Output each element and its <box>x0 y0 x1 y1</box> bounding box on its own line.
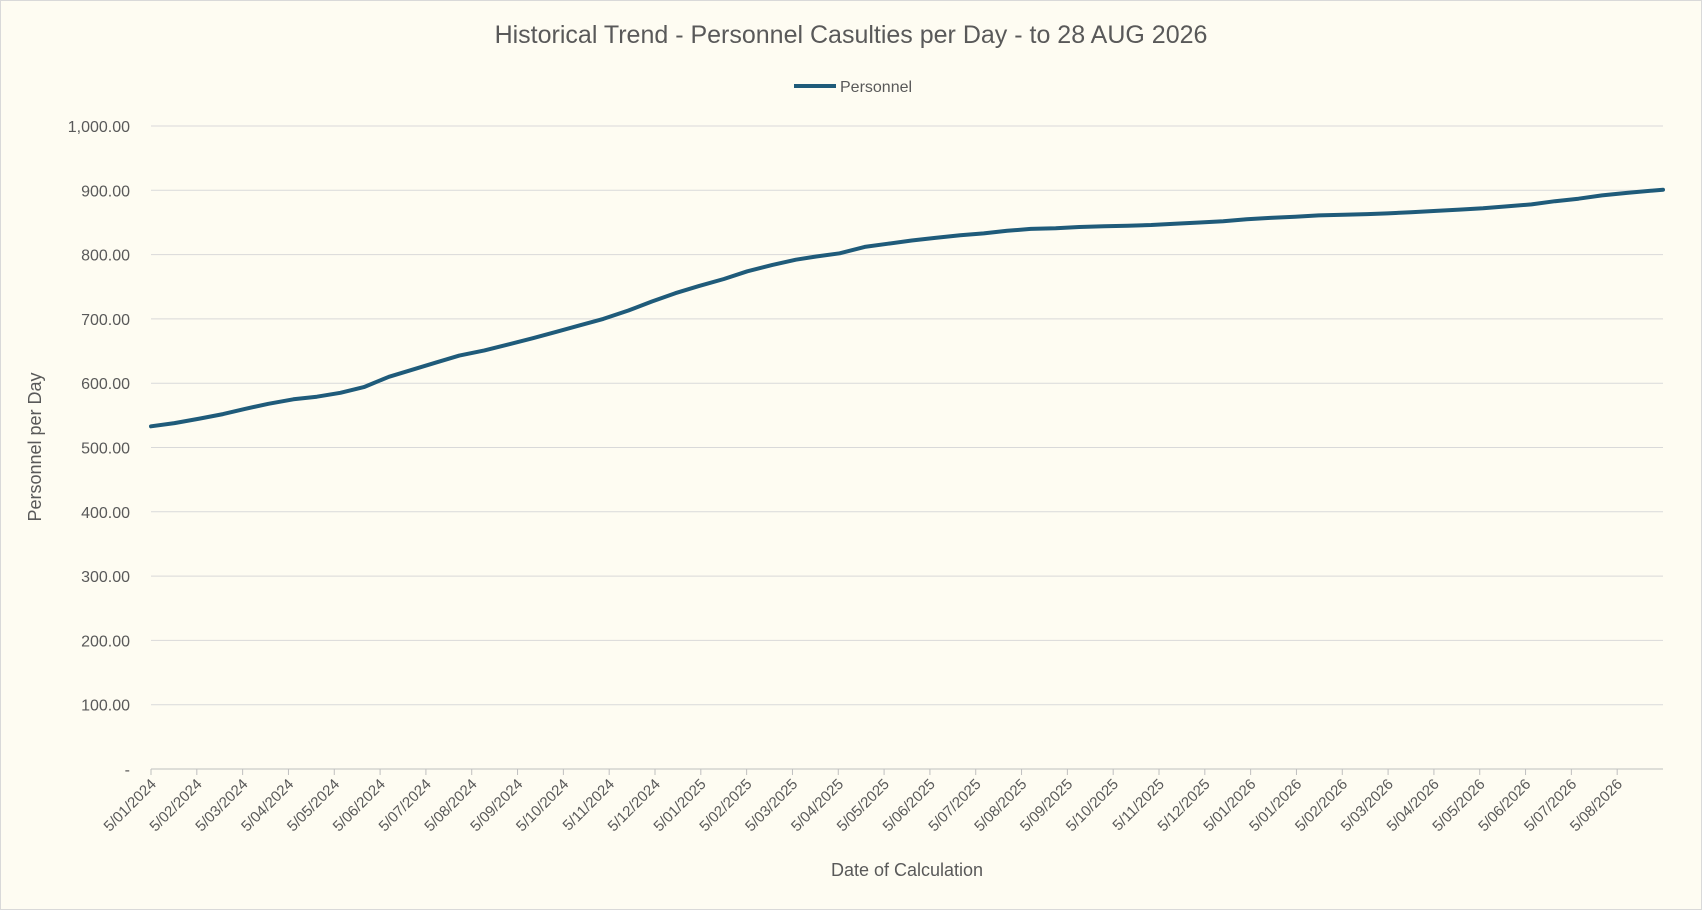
y-tick-label: 300.00 <box>81 569 130 586</box>
chart-title: Historical Trend - Personnel Casulties p… <box>495 21 1208 49</box>
y-tick-label: 900.00 <box>81 183 130 200</box>
x-axis-title: Date of Calculation <box>831 860 983 880</box>
y-tick-label: 800.00 <box>81 248 130 265</box>
y-tick-label: 100.00 <box>81 698 130 715</box>
y-axis: - 100.00 200.00 300.00 400.00 500.00 600.00 700… <box>68 119 1663 779</box>
y-tick-label: - <box>125 762 130 779</box>
series-group <box>149 187 1665 429</box>
legend-label-personnel: Personnel <box>840 79 912 96</box>
y-tick-label: 500.00 <box>81 441 130 458</box>
y-tick-label: 700.00 <box>81 312 130 329</box>
legend: Personnel <box>794 79 912 96</box>
x-axis: 5/01/20245/02/20245/03/20245/04/20245/05… <box>101 769 1626 835</box>
series-line-personnel <box>149 187 1665 429</box>
y-tick-label: 1,000.00 <box>68 119 130 136</box>
y-tick-label: 600.00 <box>81 376 130 393</box>
y-tick-label: 400.00 <box>81 505 130 522</box>
y-tick-label: 200.00 <box>81 633 130 650</box>
y-axis-title: Personnel per Day <box>25 372 45 521</box>
